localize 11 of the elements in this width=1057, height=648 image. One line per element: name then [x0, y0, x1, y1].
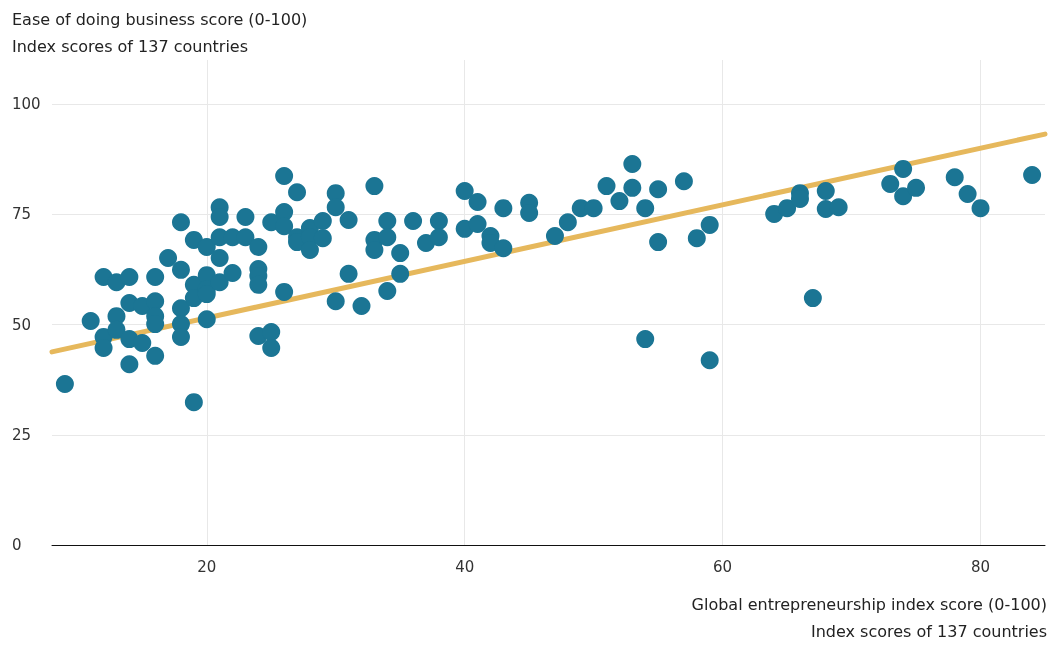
x-tick-label: 40 — [455, 557, 475, 576]
y-axis-title: Ease of doing business score (0-100) Index scores of 137 countries — [12, 10, 308, 56]
y-tick-label: 25 — [12, 425, 32, 444]
y-tick-label: 0 — [12, 536, 22, 554]
x-axis-title: Global entrepreneurship index score (0-100) Index scores of 137 countries — [691, 594, 1048, 641]
y-tick-label: 75 — [12, 205, 32, 224]
x-tick-label: 20 — [197, 557, 217, 576]
x-tick-label: 80 — [970, 557, 991, 576]
y-tick-label: 50 — [12, 315, 32, 334]
y-tick-label: 100 — [12, 95, 41, 114]
x-tick-label: 60 — [713, 557, 733, 576]
